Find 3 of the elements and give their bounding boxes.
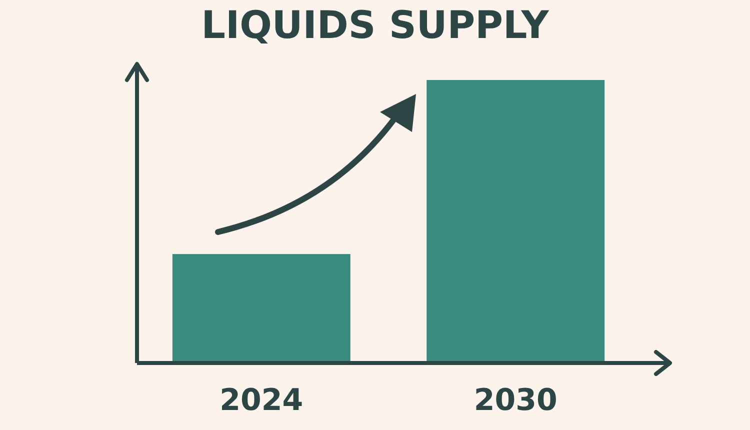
chart-title: LIQUIDS SUPPLY xyxy=(201,3,550,47)
x-tick-label: 2024 xyxy=(220,383,304,418)
x-tick-label: 2030 xyxy=(474,383,558,418)
